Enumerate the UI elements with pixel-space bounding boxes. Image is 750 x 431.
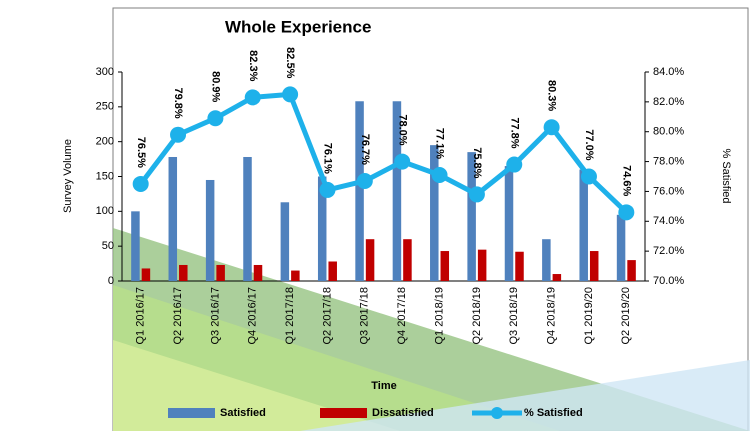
x-tick-label: Q3 2017/18 xyxy=(359,287,371,345)
bar xyxy=(355,101,364,281)
bar xyxy=(579,170,588,281)
y2-axis-title: % Satisfied xyxy=(720,148,732,203)
line-marker xyxy=(357,173,373,189)
legend-label: % Satisfied xyxy=(524,407,583,419)
line-marker xyxy=(618,204,634,220)
x-tick-label: Q2 2016/17 xyxy=(172,287,184,345)
data-label: 77.8% xyxy=(508,117,520,148)
x-tick-label: Q3 2016/17 xyxy=(209,287,221,345)
bar xyxy=(169,157,178,281)
legend-swatch xyxy=(320,408,367,418)
y-tick-label: 200 xyxy=(96,136,114,148)
legend-swatch xyxy=(168,408,215,418)
data-label: 82.5% xyxy=(284,47,296,78)
chart: Whole Experience Survey Volume % Satisfi… xyxy=(0,0,750,431)
data-label: 77.1% xyxy=(434,128,446,159)
bar xyxy=(542,239,551,281)
line-marker xyxy=(245,89,261,105)
bar xyxy=(441,251,450,281)
y2-tick-label: 80.0% xyxy=(653,126,684,138)
line-marker xyxy=(319,182,335,198)
x-tick-label: Q2 2018/19 xyxy=(471,287,483,345)
bar xyxy=(216,265,225,281)
x-tick-label: Q4 2018/19 xyxy=(546,287,558,345)
y2-tick-label: 82.0% xyxy=(653,96,684,108)
x-tick-label: Q2 2017/18 xyxy=(321,287,333,345)
bar xyxy=(478,250,487,281)
data-label: 79.8% xyxy=(172,87,184,118)
bar xyxy=(590,251,599,281)
data-label: 82.3% xyxy=(247,50,259,81)
y2-tick-label: 74.0% xyxy=(653,215,684,227)
line-marker xyxy=(432,167,448,183)
y2-tick-label: 72.0% xyxy=(653,245,684,257)
x-tick-label: Q4 2017/18 xyxy=(396,287,408,345)
bar xyxy=(505,166,514,281)
bar xyxy=(281,202,290,281)
legend-label: Dissatisfied xyxy=(372,407,434,419)
line-marker xyxy=(133,176,149,192)
x-axis-title: Time xyxy=(371,380,396,392)
x-tick-label: Q2 2019/20 xyxy=(620,287,632,345)
chart-title: Whole Experience xyxy=(225,17,371,36)
line-marker xyxy=(506,157,522,173)
y2-tick-label: 70.0% xyxy=(653,275,684,287)
line-marker xyxy=(207,110,223,126)
data-label: 77.0% xyxy=(583,129,595,160)
line-marker xyxy=(544,119,560,135)
data-label: 76.1% xyxy=(322,143,334,174)
bar xyxy=(179,265,188,281)
x-tick-label: Q3 2018/19 xyxy=(508,287,520,345)
y-tick-label: 250 xyxy=(96,101,114,113)
y2-tick-label: 84.0% xyxy=(653,66,684,78)
data-label: 74.6% xyxy=(620,165,632,196)
bar xyxy=(328,261,337,281)
line-marker xyxy=(282,86,298,102)
bar xyxy=(515,252,524,281)
data-label: 80.9% xyxy=(209,71,221,102)
line-marker xyxy=(581,169,597,185)
legend-label: Satisfied xyxy=(220,407,266,419)
x-tick-label: Q4 2016/17 xyxy=(247,287,259,345)
line-marker xyxy=(469,186,485,202)
line-marker xyxy=(170,127,186,143)
bar xyxy=(617,215,626,281)
data-label: 76.7% xyxy=(359,134,371,165)
data-label: 78.0% xyxy=(396,114,408,145)
x-tick-label: Q1 2018/19 xyxy=(433,287,445,345)
line-marker xyxy=(394,154,410,170)
y-tick-label: 0 xyxy=(108,275,114,287)
bar xyxy=(243,157,252,281)
bar xyxy=(131,211,140,281)
x-tick-label: Q1 2016/17 xyxy=(135,287,147,345)
legend-swatch xyxy=(491,407,503,419)
y-axis-title: Survey Volume xyxy=(62,139,74,213)
bar xyxy=(366,239,375,281)
data-label: 75.8% xyxy=(471,147,483,178)
y-tick-label: 100 xyxy=(96,205,114,217)
bar xyxy=(430,145,439,281)
y-tick-label: 50 xyxy=(102,240,114,252)
y-tick-label: 300 xyxy=(96,66,114,78)
y2-tick-label: 78.0% xyxy=(653,155,684,167)
data-label: 76.5% xyxy=(135,137,147,168)
bar xyxy=(291,271,300,281)
bar xyxy=(553,274,562,281)
bar xyxy=(142,268,151,281)
bar xyxy=(403,239,412,281)
y2-tick-label: 76.0% xyxy=(653,185,684,197)
x-tick-label: Q1 2017/18 xyxy=(284,287,296,345)
bar xyxy=(206,180,215,281)
bar xyxy=(254,265,263,281)
x-tick-label: Q1 2019/20 xyxy=(583,287,595,345)
y-tick-label: 150 xyxy=(96,170,114,182)
bar xyxy=(627,260,636,281)
data-label: 80.3% xyxy=(546,80,558,111)
